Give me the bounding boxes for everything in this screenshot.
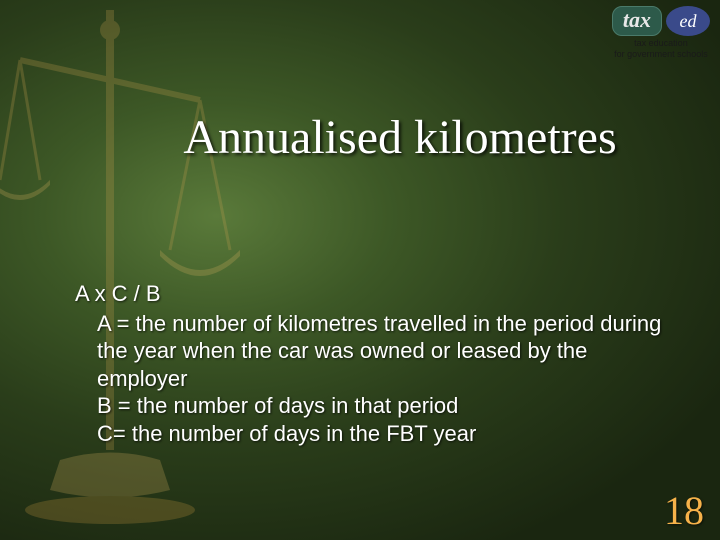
definition-a: A = the number of kilometres travelled i… [97, 310, 680, 393]
logo-tax-box: tax [612, 6, 662, 36]
scales-background-graphic [0, 0, 300, 540]
slide-title-wrap: Annualised kilometres [0, 110, 720, 165]
definition-c: C= the number of days in the FBT year [97, 420, 680, 448]
slide-title: Annualised kilometres [80, 110, 720, 165]
brand-logo: tax ed tax education for government scho… [612, 6, 710, 60]
definition-b: B = the number of days in that period [97, 392, 680, 420]
page-number: 18 [664, 487, 704, 534]
logo-subtitle-line1: tax education [612, 38, 710, 49]
slide-body: A x C / B A = the number of kilometres t… [75, 280, 680, 447]
logo-subtitle-line2: for government schools [612, 49, 710, 60]
formula-text: A x C / B [75, 280, 680, 308]
logo-ed-oval: ed [666, 6, 710, 36]
